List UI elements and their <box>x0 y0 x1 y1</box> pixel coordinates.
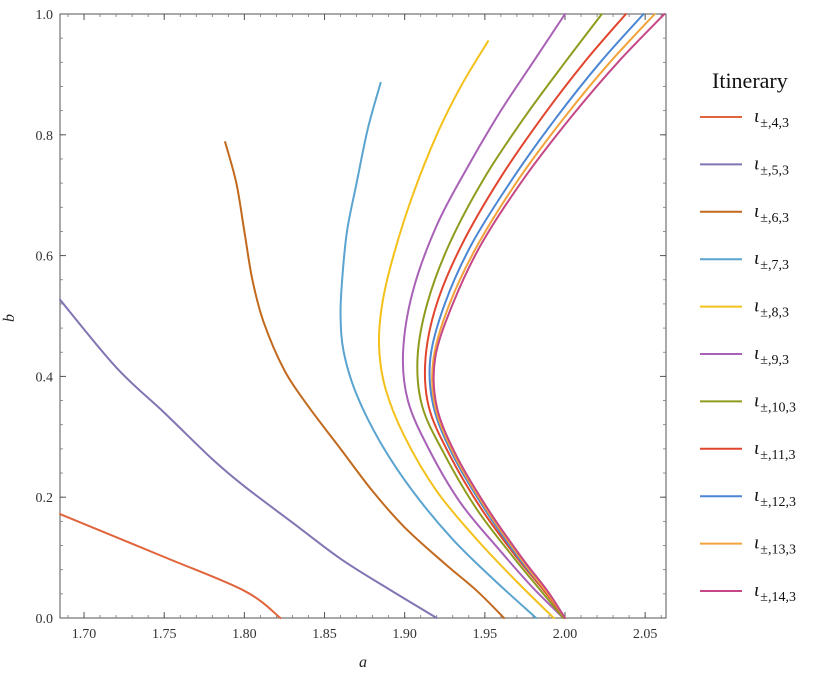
series-line-5 <box>59 298 438 619</box>
legend-label: ι±,7,3 <box>754 248 789 273</box>
y-tick-label: 1.0 <box>36 8 54 23</box>
legend-label-sub: ±,4,3 <box>760 116 789 131</box>
series-line-11 <box>423 13 627 619</box>
series-line-6 <box>224 141 506 619</box>
legend-label: ι±,8,3 <box>754 296 789 321</box>
legend-item: ι±,10,3 <box>700 390 796 415</box>
legend-label-base: ι <box>754 438 759 459</box>
legend-label: ι±,14,3 <box>754 580 796 605</box>
y-axis-label: b <box>1 314 18 322</box>
series-line-4 <box>59 513 282 619</box>
legend-label: ι±,13,3 <box>754 533 796 558</box>
legend-item: ι±,8,3 <box>700 296 789 321</box>
legend-item: ι±,12,3 <box>700 485 796 510</box>
legend-label-sub: ±,7,3 <box>760 258 789 273</box>
x-tick-label: 2.05 <box>633 627 658 642</box>
series-line-8 <box>377 40 555 619</box>
legend-label-base: ι <box>754 390 759 411</box>
legend-item: ι±,4,3 <box>700 106 789 131</box>
legend-label-sub: ±,11,3 <box>760 448 795 463</box>
legend-label-base: ι <box>754 296 759 317</box>
x-tick-label: 1.70 <box>72 627 97 642</box>
series-line-9 <box>401 13 566 619</box>
legend-label-base: ι <box>754 485 759 506</box>
legend-label-base: ι <box>754 248 759 269</box>
y-tick-label: 0.4 <box>36 370 54 385</box>
legend-item: ι±,13,3 <box>700 533 796 558</box>
series-line-10 <box>416 13 603 619</box>
legend-label-sub: ±,8,3 <box>760 306 789 321</box>
legend-item: ι±,7,3 <box>700 248 789 273</box>
legend-label-sub: ±,5,3 <box>760 163 789 178</box>
legend-item: ι±,6,3 <box>700 201 789 226</box>
x-tick-label: 1.85 <box>312 627 337 642</box>
legend-label: ι±,12,3 <box>754 485 796 510</box>
y-tick-label: 0.6 <box>36 250 54 265</box>
legend-label: ι±,11,3 <box>754 438 795 463</box>
legend-label: ι±,9,3 <box>754 343 789 368</box>
x-tick-label: 1.80 <box>232 627 257 642</box>
series-line-12 <box>428 13 645 619</box>
legend-label-base: ι <box>754 343 759 364</box>
legend-item: ι±,11,3 <box>700 438 795 463</box>
legend-label: ι±,6,3 <box>754 201 789 226</box>
legend-label-sub: ±,14,3 <box>760 590 796 605</box>
legend-label: ι±,4,3 <box>754 106 789 131</box>
x-tick-label: 1.95 <box>473 627 498 642</box>
x-tick-label: 2.00 <box>553 627 578 642</box>
y-tick-label: 0.0 <box>36 612 54 627</box>
series-line-7 <box>339 81 538 619</box>
legend-label-sub: ±,13,3 <box>760 543 796 558</box>
legend-label-sub: ±,12,3 <box>760 495 796 510</box>
legend-label: ι±,10,3 <box>754 390 796 415</box>
x-tick-label: 1.90 <box>392 627 417 642</box>
x-tick-label: 1.75 <box>152 627 177 642</box>
legend-label-base: ι <box>754 580 759 601</box>
legend-item: ι±,9,3 <box>700 343 789 368</box>
legend-label-base: ι <box>754 533 759 554</box>
legend-label-sub: ±,6,3 <box>760 211 789 226</box>
legend-item: ι±,5,3 <box>700 153 789 178</box>
y-tick-label: 0.2 <box>36 491 54 506</box>
legend-title: Itinerary <box>712 68 788 93</box>
legend-label-base: ι <box>754 106 759 127</box>
legend-label-sub: ±,10,3 <box>760 400 796 415</box>
legend-label-sub: ±,9,3 <box>760 353 789 368</box>
plot-lines <box>59 13 666 619</box>
legend-label: ι±,5,3 <box>754 153 789 178</box>
plot-frame <box>59 13 667 619</box>
legend-item: ι±,14,3 <box>700 580 796 605</box>
legend-label-base: ι <box>754 153 759 174</box>
series-line-13 <box>431 13 656 619</box>
y-tick-label: 0.8 <box>36 129 54 144</box>
ticks: 1.70 1.75 1.80 1.85 1.90 1.95 2.00 2.05 0.0 0.2 0.… <box>36 8 666 642</box>
legend: ι±,4,3ι±,5,3ι±,6,3ι±,7,3ι±,8,3ι±,9,3ι±,1… <box>700 106 796 605</box>
legend-label-base: ι <box>754 201 759 222</box>
series-line-14 <box>432 13 666 619</box>
x-axis-label: a <box>359 654 367 671</box>
